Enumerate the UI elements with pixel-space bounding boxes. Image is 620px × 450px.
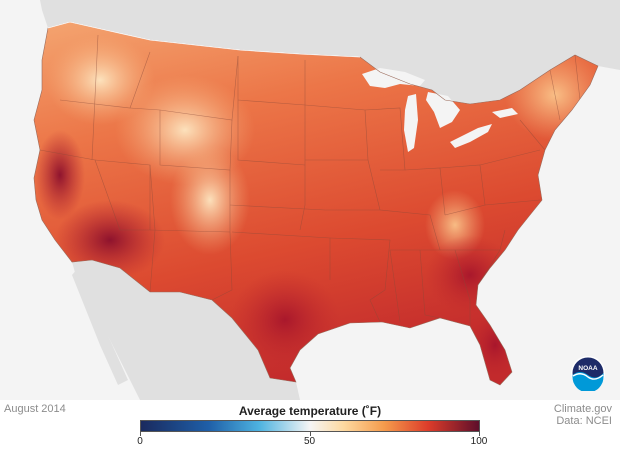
map-canvas: [33, 0, 620, 400]
legend-tick-mark: [479, 432, 480, 436]
lake-michigan: [404, 94, 418, 152]
legend-title: Average temperature (˚F): [238, 404, 382, 418]
legend-tick-label: 100: [470, 436, 488, 447]
svg-text:NOAA: NOAA: [578, 365, 597, 372]
date-label: August 2014: [4, 403, 66, 415]
legend-color-bar: [140, 420, 480, 432]
canada-border-line: [47, 21, 361, 58]
us-outline: [33, 21, 599, 386]
legend-tick-label: 0: [137, 436, 143, 447]
lake-erie: [450, 124, 492, 148]
map-footer: August 2014 Average temperature (˚F) 0 50…: [0, 400, 620, 450]
credit-site: Climate.gov: [553, 403, 612, 415]
temperature-map: NOAA: [0, 0, 620, 400]
legend-tick-mark: [309, 432, 311, 436]
baja-peninsula: [72, 268, 128, 385]
state-borders: [39, 34, 581, 326]
credit-data: Data: NCEI: [556, 415, 612, 427]
canada-landmass: [40, 0, 620, 104]
legend-tick-mark: [140, 432, 141, 436]
lake-superior: [362, 68, 425, 88]
credit-block: Climate.gov Data: NCEI: [554, 403, 612, 427]
legend-tick-label: 50: [303, 436, 316, 447]
mexico-landmass: [72, 260, 300, 400]
lake-ontario: [492, 108, 518, 118]
noaa-logo: NOAA: [571, 356, 605, 391]
